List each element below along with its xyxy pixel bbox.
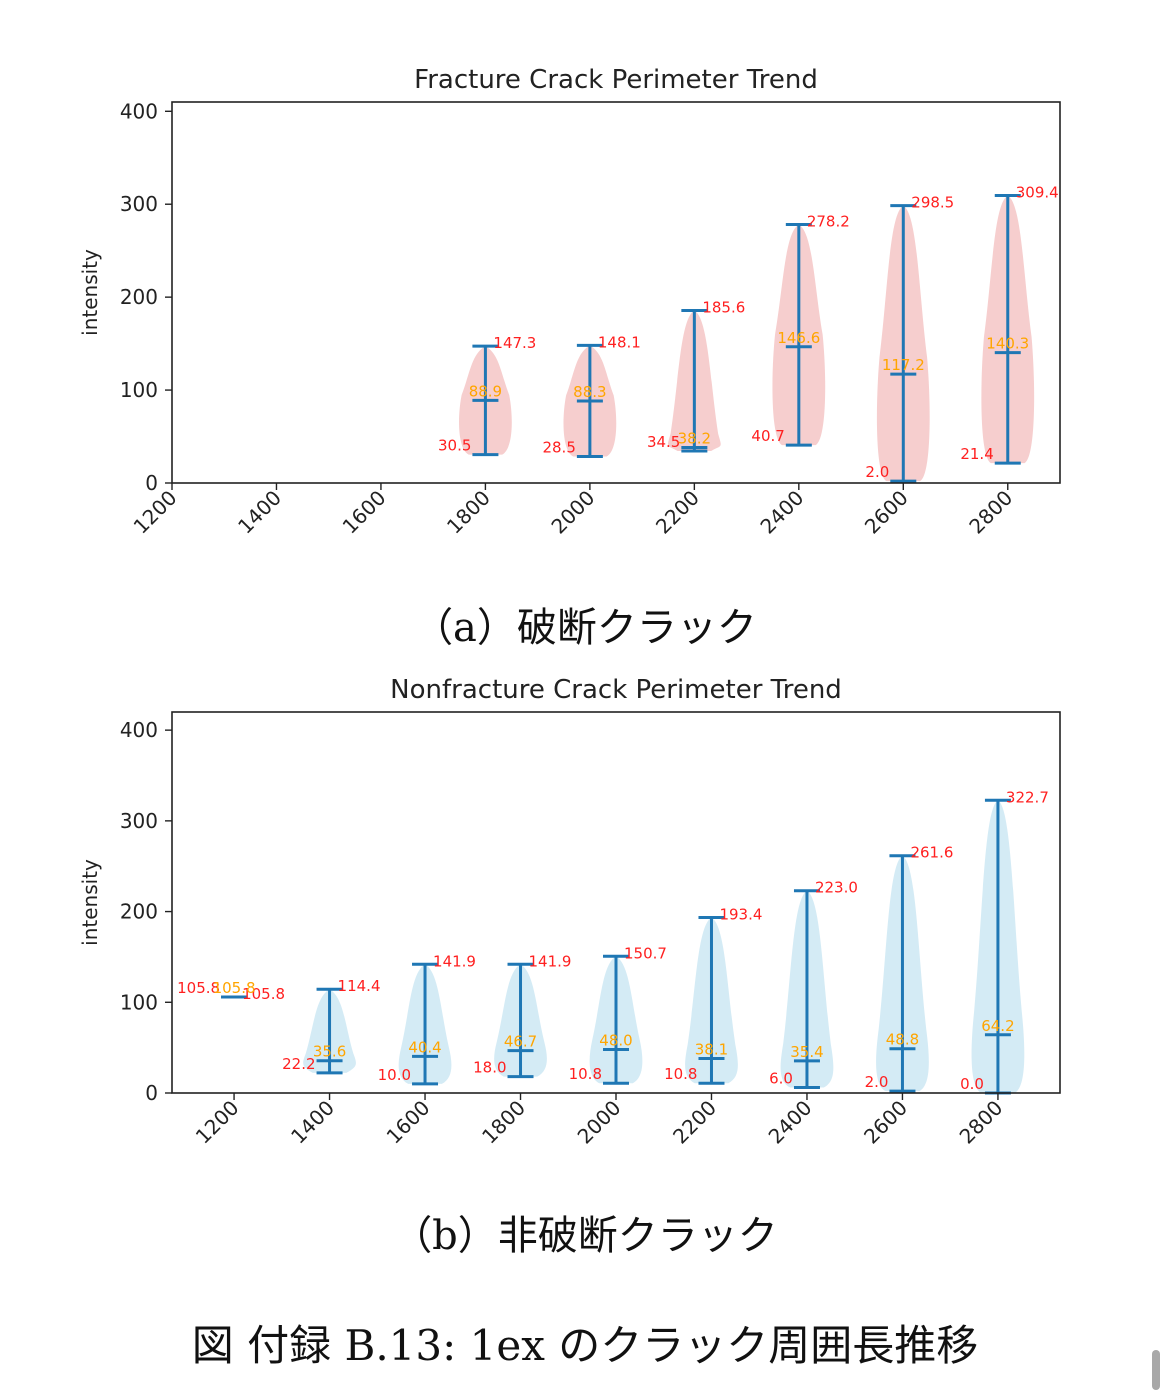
x-tick-label: 1800 [477, 1096, 530, 1149]
min-value-label: 10.8 [569, 1065, 602, 1083]
x-tick-label: 1200 [191, 1096, 244, 1149]
min-value-label: 34.5 [647, 433, 680, 451]
y-tick-label: 300 [120, 192, 158, 216]
chart-title: Nonfracture Crack Perimeter Trend [390, 675, 842, 705]
x-tick-label: 2200 [651, 486, 704, 539]
min-value-label: 6.0 [769, 1070, 793, 1088]
x-tick-label: 1800 [442, 486, 495, 539]
caption-fracture: （a）破断クラック [413, 605, 757, 651]
y-tick-label: 100 [120, 990, 158, 1014]
max-value-label: 141.9 [433, 952, 476, 970]
x-tick-label: 1400 [233, 486, 286, 539]
x-tick-label: 1400 [286, 1096, 339, 1149]
x-tick-label: 2400 [755, 486, 808, 539]
y-tick-label: 200 [120, 285, 158, 309]
max-value-label: 185.6 [702, 299, 745, 317]
min-value-label: 2.0 [865, 463, 889, 481]
y-tick-label: 100 [120, 378, 158, 402]
x-tick-label: 2600 [859, 1096, 912, 1149]
min-value-label: 22.2 [282, 1055, 315, 1073]
figure-caption: 図 付録 B.13: 1ex のクラック周囲長推移 [191, 1321, 979, 1370]
min-value-label: 10.8 [664, 1065, 697, 1083]
plot-frame [171, 101, 1061, 484]
median-value-label: 38.1 [695, 1040, 728, 1058]
x-tick-label: 2400 [764, 1096, 817, 1149]
min-value-label: 30.5 [438, 437, 471, 455]
x-tick-label: 2200 [668, 1096, 721, 1149]
x-tick-label: 2000 [573, 1096, 626, 1149]
median-value-label: 117.2 [882, 356, 925, 374]
max-value-label: 193.4 [719, 906, 762, 924]
max-value-label: 150.7 [624, 944, 667, 962]
min-value-label: 21.4 [960, 445, 993, 463]
scrollbar-thumb[interactable] [1152, 1350, 1160, 1390]
median-value-label: 105.8 [213, 979, 256, 997]
y-tick-label: 400 [120, 99, 158, 123]
min-value-label: 18.0 [473, 1059, 506, 1077]
y-axis-label: intensity [78, 859, 102, 946]
max-value-label: 261.6 [910, 844, 953, 862]
min-value-label: 105.8 [177, 979, 220, 997]
min-value-label: 2.0 [865, 1073, 889, 1091]
max-value-label: 105.8 [242, 985, 285, 1003]
y-tick-label: 400 [120, 718, 158, 742]
x-tick-label: 2000 [546, 486, 599, 539]
chart-title: Fracture Crack Perimeter Trend [414, 65, 818, 95]
max-value-label: 147.3 [493, 334, 536, 352]
x-tick-label: 2800 [964, 486, 1017, 539]
min-value-label: 28.5 [542, 439, 575, 457]
max-value-label: 278.2 [807, 212, 850, 230]
median-value-label: 38.2 [678, 430, 711, 448]
max-value-label: 114.4 [338, 977, 381, 995]
x-tick-label: 1600 [338, 486, 391, 539]
median-value-label: 64.2 [981, 1017, 1014, 1035]
min-value-label: 40.7 [751, 427, 784, 445]
fracture-violin-chart: Fracture Crack Perimeter Trend 147.3 30.5 8… [78, 65, 1061, 539]
max-value-label: 322.7 [1006, 788, 1049, 806]
median-value-label: 35.6 [313, 1043, 346, 1061]
median-value-label: 48.0 [599, 1031, 632, 1049]
min-value-label: 0.0 [960, 1075, 984, 1093]
max-value-label: 141.9 [529, 952, 572, 970]
y-tick-label: 300 [120, 809, 158, 833]
y-tick-label: 0 [145, 1081, 158, 1105]
max-value-label: 223.0 [815, 879, 858, 897]
max-value-label: 148.1 [598, 333, 641, 351]
median-value-label: 48.8 [886, 1031, 919, 1049]
median-value-label: 35.4 [790, 1043, 823, 1061]
max-value-label: 309.4 [1016, 183, 1059, 201]
x-tick-label: 1600 [382, 1096, 435, 1149]
median-value-label: 140.3 [986, 335, 1029, 353]
max-value-label: 298.5 [911, 194, 954, 212]
median-value-label: 88.3 [573, 383, 606, 401]
y-tick-label: 0 [145, 471, 158, 495]
y-axis-label: intensity [78, 249, 102, 336]
median-value-label: 88.9 [469, 382, 502, 400]
x-tick-label: 2800 [955, 1096, 1008, 1149]
caption-nonfracture: （b）非破断クラック [392, 1213, 778, 1259]
min-value-label: 10.0 [378, 1066, 411, 1084]
median-value-label: 40.4 [408, 1038, 441, 1056]
median-value-label: 146.6 [777, 329, 820, 347]
nonfracture-violin-chart: Nonfracture Crack Perimeter Trend105.810… [78, 675, 1061, 1149]
y-tick-label: 200 [120, 900, 158, 924]
median-value-label: 46.7 [504, 1033, 537, 1051]
x-tick-label: 2600 [860, 486, 913, 539]
